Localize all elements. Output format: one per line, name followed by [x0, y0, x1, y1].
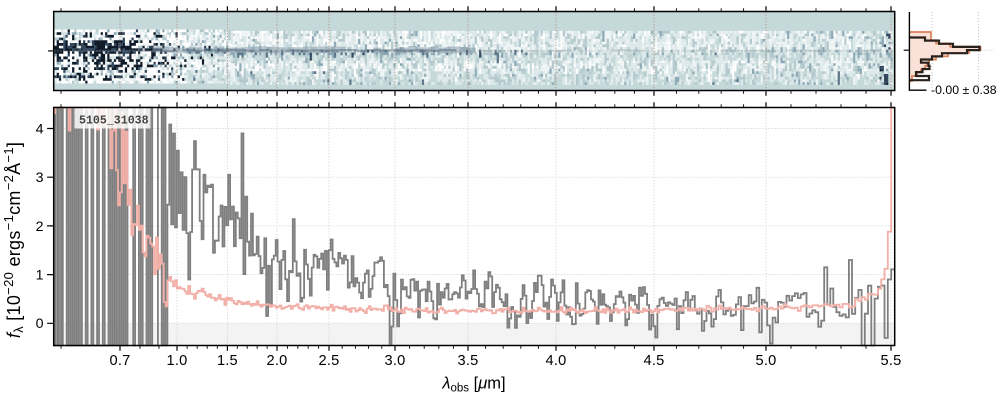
svg-text:4.0: 4.0 — [546, 353, 567, 369]
svg-text:2.0: 2.0 — [267, 353, 288, 369]
svg-text:fλ [10−20 ergs−1cm−2Å−1]: fλ [10−20 ergs−1cm−2Å−1] — [1, 142, 26, 338]
svg-text:λobs [μm]: λobs [μm] — [441, 375, 505, 395]
svg-text:5.5: 5.5 — [881, 353, 902, 369]
svg-text:-0.00 ± 0.38: -0.00 ± 0.38 — [931, 83, 997, 97]
svg-text:5105_31038: 5105_31038 — [79, 114, 149, 127]
svg-text:4: 4 — [36, 121, 44, 137]
svg-text:2.5: 2.5 — [319, 353, 340, 369]
svg-text:3.0: 3.0 — [385, 353, 406, 369]
svg-text:4.5: 4.5 — [644, 353, 665, 369]
svg-text:3.5: 3.5 — [458, 353, 479, 369]
svg-text:0: 0 — [36, 316, 44, 332]
svg-text:5.0: 5.0 — [756, 353, 777, 369]
svg-text:2: 2 — [36, 219, 44, 235]
svg-text:1.0: 1.0 — [167, 353, 188, 369]
svg-text:3: 3 — [36, 170, 44, 186]
svg-text:1: 1 — [36, 268, 44, 284]
svg-text:0.7: 0.7 — [110, 353, 131, 369]
svg-text:1.5: 1.5 — [217, 353, 238, 369]
